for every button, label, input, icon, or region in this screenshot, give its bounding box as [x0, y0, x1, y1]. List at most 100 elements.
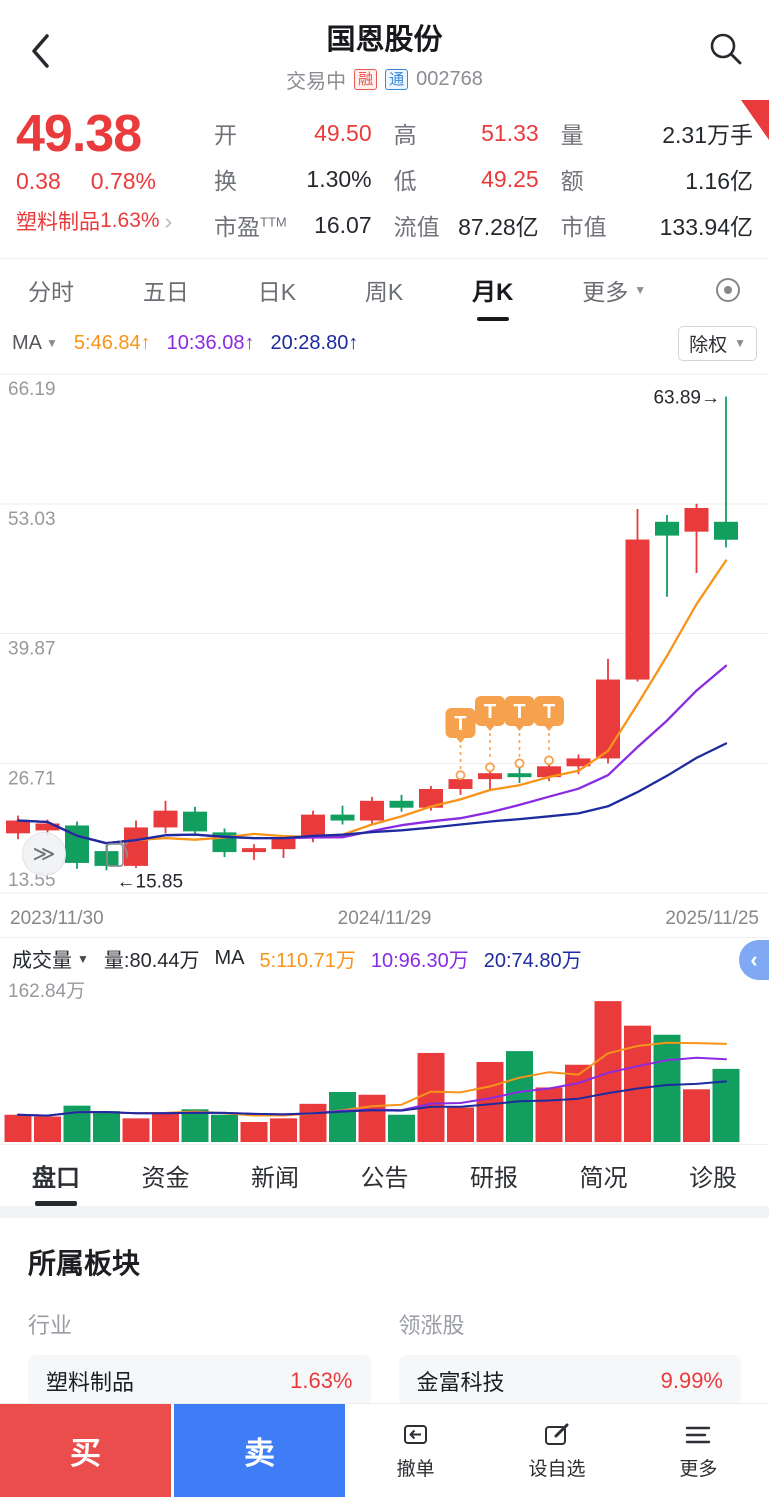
detail-tab-bar: 盘口 资金 新闻 公告 研报 简况 诊股	[0, 1144, 769, 1206]
period-tab-bar: 分时 五日 日K 周K 月K 更多 ▼	[0, 258, 769, 320]
volume-ma-value: 5:110.71万	[259, 950, 356, 972]
ma-value: 20:28.80↑	[270, 331, 359, 354]
connect-badge: 通	[385, 69, 409, 90]
leader-column: 领涨股 金富科技 9.99%	[398, 1308, 741, 1407]
corner-flag	[741, 100, 769, 140]
price-block: 49.38 0.38 0.78% 塑料制品 1.63% ›	[16, 107, 214, 246]
industry-name: 塑料制品	[46, 1370, 135, 1395]
cancel-order-label: 撤单	[396, 1458, 435, 1480]
x-axis-label: 2023/11/30	[10, 908, 104, 929]
svg-text:26.71: 26.71	[8, 768, 56, 789]
caret-down-icon: ▼	[77, 951, 89, 966]
tab-五日[interactable]: 五日	[142, 278, 189, 305]
x-axis-label: 2024/11/29	[337, 908, 432, 929]
quote-stat: 市盈TTM 16.07	[214, 211, 372, 241]
section-divider	[0, 1206, 769, 1218]
tab-诊股[interactable]: 诊股	[689, 1165, 737, 1192]
tab-周K[interactable]: 周K	[364, 278, 404, 305]
collapse-panel-button[interactable]: ‹	[739, 940, 769, 980]
chevron-right-icon: ›	[164, 207, 173, 234]
back-button[interactable]	[18, 28, 64, 74]
sector-section: 所属板块 行业 塑料制品 1.63% 领涨股 金富科技 9.99%	[0, 1218, 769, 1407]
rotate-screen-button[interactable]	[96, 836, 134, 874]
quote-section: 49.38 0.38 0.78% 塑料制品 1.63% › 开 49.50 高 51.…	[0, 100, 769, 258]
volume-ma-label: MA	[214, 947, 245, 969]
quote-stat: 换 1.30%	[214, 165, 372, 195]
volume-amount: 量:80.44万	[103, 950, 200, 972]
tab-资金[interactable]: 资金	[141, 1165, 190, 1192]
cancel-order-icon	[403, 1424, 427, 1444]
svg-text:66.19: 66.19	[8, 379, 56, 400]
margin-badge: 融	[354, 69, 378, 90]
svg-text:162.84万: 162.84万	[8, 981, 85, 1002]
tab-more[interactable]: 更多 ▼	[580, 267, 648, 313]
rotate-screen-icon	[106, 840, 129, 867]
svg-text:39.87: 39.87	[8, 639, 56, 660]
leader-pct: 9.99%	[660, 1368, 723, 1393]
price-change: 0.38	[16, 168, 61, 195]
tab-新闻[interactable]: 新闻	[251, 1165, 299, 1192]
more-button[interactable]: 更多	[628, 1404, 769, 1497]
header: 国恩股份 交易中 融 通 002768	[0, 0, 769, 100]
volume-header: 成交量 ▼ 量:80.44万 MA 5:110.71万 10:96.30万 20:7…	[0, 937, 769, 980]
tab-公告[interactable]: 公告	[360, 1165, 409, 1192]
chevron-left-icon: ‹	[750, 947, 758, 972]
adjust-label: 除权	[689, 334, 728, 356]
add-watchlist-button[interactable]: 设自选	[486, 1404, 627, 1497]
quote-stat: 高 51.33	[393, 119, 539, 149]
volume-ma-value: 10:96.30万	[370, 950, 469, 972]
industry-item[interactable]: 塑料制品 1.63%	[28, 1355, 371, 1407]
sector-link[interactable]: 塑料制品 1.63% ›	[16, 206, 214, 236]
quote-stats-grid: 开 49.50 高 51.33 量 2.31万手换 1.30% 低 49.25 额 1.16亿 市盈T…	[214, 108, 759, 246]
quote-stat: 量 2.31万手	[560, 122, 753, 148]
more-label: 更多	[679, 1458, 718, 1480]
add-watchlist-icon	[544, 1423, 569, 1445]
caret-down-icon: ▼	[634, 282, 647, 297]
leader-stock-item[interactable]: 金富科技 9.99%	[398, 1355, 741, 1407]
search-icon	[710, 33, 742, 65]
cancel-order-button[interactable]: 撤单	[345, 1404, 486, 1497]
adjust-mode-button[interactable]: 除权 ▼	[678, 325, 757, 361]
tab-研报[interactable]: 研报	[470, 1165, 518, 1192]
back-chevron-icon	[32, 34, 49, 68]
price-change-row: 0.38 0.78%	[16, 168, 214, 195]
expand-button[interactable]: ≫	[22, 832, 66, 876]
subtitle: 交易中 融 通 002768	[0, 65, 769, 94]
section-title: 所属板块	[28, 1248, 141, 1279]
column-label: 领涨股	[398, 1313, 465, 1338]
leader-name: 金富科技	[416, 1370, 505, 1395]
volume-indicator-selector[interactable]: 成交量 ▼	[12, 944, 89, 973]
indicator-bar: MA ▼ 5:46.84↑ 10:36.08↑ 20:28.80↑ 除权 ▼	[0, 320, 769, 366]
tab-盘口[interactable]: 盘口	[32, 1158, 80, 1193]
buy-button[interactable]: 买	[0, 1404, 171, 1497]
sell-button[interactable]: 卖	[174, 1404, 345, 1497]
sector-name: 塑料制品	[16, 211, 100, 235]
tab-日K[interactable]: 日K	[257, 278, 297, 305]
more-icon	[686, 1426, 711, 1443]
ma-label: MA	[12, 331, 42, 354]
add-watchlist-label: 设自选	[528, 1458, 586, 1480]
tab-分时[interactable]: 分时	[28, 278, 74, 305]
tab-more-label: 更多	[582, 278, 629, 305]
kline-settings-icon[interactable]	[713, 275, 743, 305]
svg-text:T: T	[513, 701, 525, 723]
svg-text:53.03: 53.03	[8, 509, 56, 530]
trading-status: 交易中	[286, 71, 347, 93]
price-chart-area: 66.19 53.03 39.87 26.71 13.55 T T T T 63.89→ ←15.8…	[0, 366, 769, 901]
page-title: 国恩股份	[326, 24, 443, 56]
volume-bar-chart[interactable]: 162.84万	[0, 979, 769, 1144]
search-button[interactable]	[703, 26, 749, 72]
action-bar: 买 卖 撤单 设自选	[0, 1403, 769, 1497]
tab-简况[interactable]: 简况	[579, 1165, 628, 1192]
sector-pct: 1.63%	[100, 209, 160, 233]
svg-text:T: T	[484, 701, 496, 723]
ma-selector[interactable]: MA ▼	[12, 332, 58, 355]
volume-title: 成交量	[12, 950, 72, 972]
tab-月K[interactable]: 月K	[470, 266, 515, 313]
quote-stat: 低 49.25	[393, 165, 539, 195]
svg-text:63.89→: 63.89→	[653, 388, 720, 409]
ma-value: 5:46.84↑	[73, 331, 151, 354]
caret-down-icon: ▼	[734, 336, 746, 350]
